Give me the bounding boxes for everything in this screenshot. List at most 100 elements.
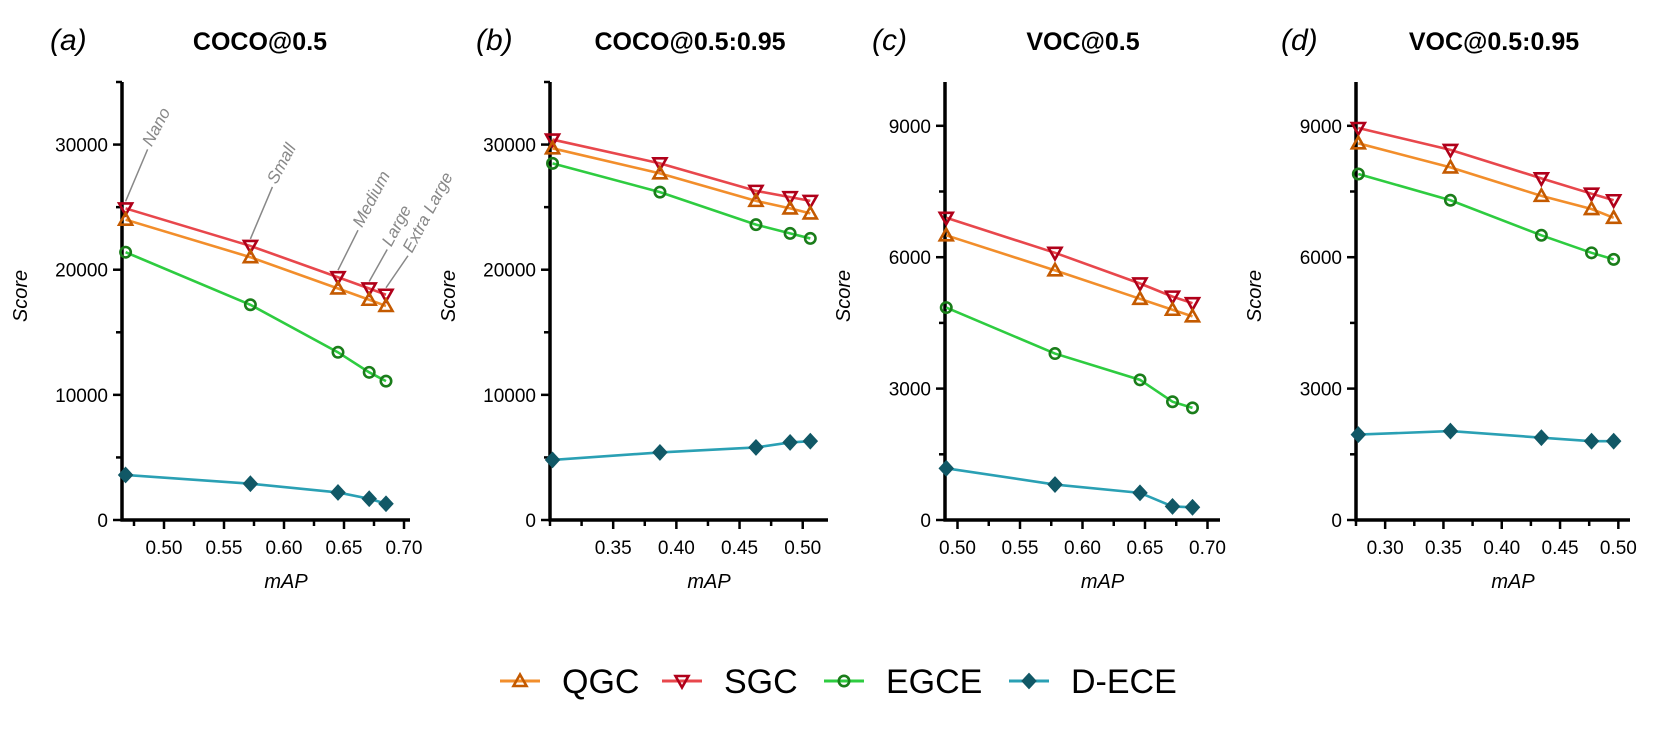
- series-d-ece: [544, 432, 819, 469]
- data-point: [241, 239, 260, 256]
- series-line: [1357, 172, 1615, 261]
- y-tick-label: 0: [920, 511, 931, 532]
- series-qgc: [1349, 134, 1623, 225]
- series-line: [1358, 429, 1614, 443]
- annotation-leader: [337, 229, 359, 271]
- y-tick-label: 6000: [889, 248, 931, 269]
- legend-label: EGCE: [886, 663, 982, 701]
- data-point: [781, 199, 799, 215]
- series-line: [945, 216, 1193, 305]
- data-point: [241, 248, 260, 264]
- series-d-ece: [117, 466, 394, 513]
- data-point: [651, 164, 669, 180]
- data-point: [1131, 289, 1149, 306]
- data-point: [1183, 307, 1202, 323]
- data-point: [1532, 186, 1551, 203]
- data-point: [1351, 167, 1365, 181]
- data-point: [651, 157, 669, 173]
- series-line: [945, 234, 1193, 318]
- data-point: [748, 439, 764, 456]
- data-point: [378, 495, 394, 513]
- data-point: [1047, 476, 1063, 493]
- legend: QGC SGC EGCE D-ECE: [500, 663, 1177, 701]
- y-tick-label: 0: [525, 511, 536, 532]
- y-axis-label: Score: [1244, 270, 1266, 322]
- legend-item-egce: EGCE: [824, 663, 982, 701]
- chart-panel-d: (d) VOC@0.5:0.95 0 3000 6000 9000 0.30 0.35 0.40…: [1244, 24, 1637, 593]
- data-point: [1441, 158, 1460, 174]
- triangle-down-icon: [673, 674, 691, 691]
- data-point: [117, 466, 134, 484]
- data-point: [119, 245, 133, 259]
- chart-panel-a: (a) COCO@0.5 0 10000 20000 30000 0.50 0.55 0.60 0…: [10, 24, 457, 593]
- series-sgc: [543, 133, 820, 211]
- data-point: [360, 282, 378, 298]
- data-point: [1534, 228, 1548, 242]
- series-line: [552, 162, 811, 240]
- x-tick-label: 0.65: [1127, 538, 1164, 559]
- y-tick-label: 0: [97, 511, 108, 532]
- y-axis-label: Score: [438, 270, 460, 322]
- annotation-label: Nano: [138, 104, 174, 149]
- x-tick-label: 0.35: [595, 538, 632, 559]
- data-point: [242, 475, 259, 493]
- y-tick-label: 30000: [55, 136, 108, 157]
- data-point: [1582, 187, 1601, 203]
- chart-panel-c: (c) VOC@0.5 0 3000 6000 9000 0.50 0.55 0.60 0.65 0…: [833, 24, 1226, 593]
- data-point: [116, 210, 135, 226]
- data-point: [1046, 261, 1064, 277]
- series-line: [946, 467, 1193, 509]
- data-point: [377, 296, 395, 313]
- series-egce: [1351, 167, 1621, 266]
- data-point: [652, 444, 668, 461]
- x-tick-label: 0.50: [939, 538, 976, 559]
- data-point: [802, 432, 819, 450]
- x-tick-label: 0.55: [206, 538, 243, 559]
- annotation-leader: [124, 149, 149, 202]
- series-line: [552, 147, 811, 215]
- series-sgc: [1349, 121, 1623, 210]
- data-point: [379, 374, 393, 388]
- legend-label: QGC: [562, 663, 639, 701]
- series-sgc: [116, 202, 395, 304]
- x-tick-label: 0.50: [1600, 538, 1637, 559]
- data-point: [1349, 121, 1368, 138]
- data-point: [803, 231, 817, 245]
- data-point: [116, 202, 135, 218]
- series-d-ece: [1350, 422, 1622, 450]
- x-tick-label: 0.45: [1542, 538, 1579, 559]
- series-line: [1358, 126, 1615, 202]
- legend-label: SGC: [724, 663, 798, 701]
- x-tick-label: 0.45: [721, 538, 758, 559]
- series-line: [1358, 142, 1615, 219]
- annotation-leader: [249, 186, 274, 240]
- annotation-label: Small: [263, 139, 300, 187]
- data-point: [781, 190, 799, 207]
- data-point: [543, 133, 562, 149]
- x-tick-label: 0.55: [1002, 538, 1039, 559]
- chart-title: COCO@0.5: [193, 28, 327, 56]
- data-point: [1048, 347, 1062, 361]
- x-tick-label: 0.50: [784, 538, 821, 559]
- data-point: [939, 301, 953, 315]
- data-point: [1585, 246, 1599, 260]
- data-point: [1607, 252, 1621, 266]
- triangle-up-icon: [511, 671, 529, 688]
- y-tick-label: 9000: [889, 117, 931, 138]
- data-point: [243, 298, 257, 312]
- series-line: [125, 207, 387, 296]
- panel-letter: (a): [50, 24, 87, 57]
- data-point: [937, 211, 955, 227]
- series-line: [125, 473, 387, 505]
- data-point: [1163, 300, 1182, 317]
- data-point: [362, 365, 376, 379]
- circle-icon: [837, 674, 851, 688]
- panel-letter: (b): [476, 24, 513, 57]
- data-point: [544, 451, 561, 469]
- panel-letter: (d): [1281, 24, 1318, 57]
- data-point: [937, 226, 955, 242]
- panel-letter: (c): [872, 24, 907, 57]
- data-point: [1132, 484, 1148, 502]
- data-point: [543, 139, 562, 155]
